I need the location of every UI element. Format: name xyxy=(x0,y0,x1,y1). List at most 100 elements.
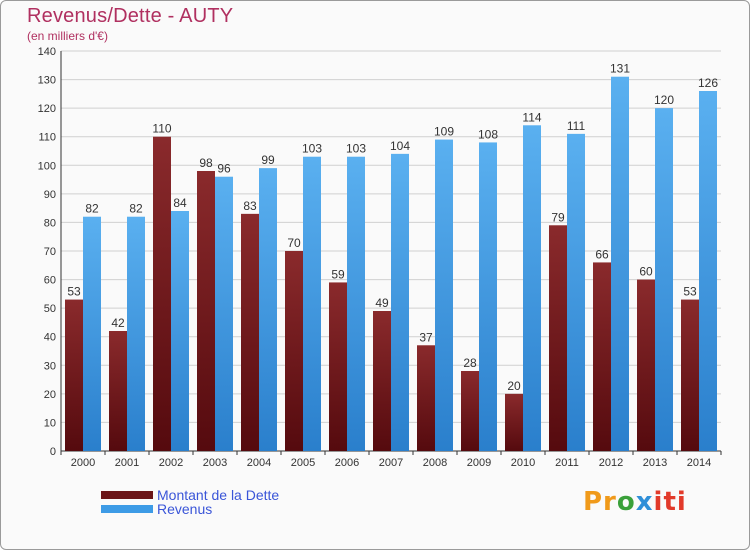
x-tick-label: 2011 xyxy=(555,457,579,469)
x-tick-label: 2007 xyxy=(379,457,403,469)
y-tick-label: 10 xyxy=(44,417,56,429)
bar-dette xyxy=(373,311,391,451)
data-label-dette: 42 xyxy=(111,316,125,330)
y-tick-label: 110 xyxy=(38,132,56,144)
data-label-revenus: 82 xyxy=(129,202,143,216)
legend-swatch-dette xyxy=(101,491,153,499)
x-tick-label: 2000 xyxy=(71,457,95,469)
bar-dette xyxy=(549,225,567,451)
data-label-dette: 49 xyxy=(375,296,389,310)
x-tick-label: 2010 xyxy=(511,457,535,469)
bar-dette xyxy=(109,331,127,451)
bar-dette xyxy=(285,251,303,451)
y-tick-label: 30 xyxy=(44,360,56,372)
bar-dette xyxy=(153,136,171,451)
bar-revenus xyxy=(391,153,409,451)
bar-revenus xyxy=(479,142,497,451)
bar-dette xyxy=(241,213,259,451)
data-label-revenus: 108 xyxy=(478,127,498,141)
bar-dette xyxy=(505,393,523,451)
bar-revenus xyxy=(215,176,233,451)
bar-revenus xyxy=(699,91,717,451)
y-tick-label: 40 xyxy=(44,332,56,344)
x-tick-label: 2005 xyxy=(291,457,315,469)
bar-revenus xyxy=(347,156,365,451)
data-label-revenus: 131 xyxy=(610,62,630,76)
x-tick-label: 2002 xyxy=(159,457,183,469)
y-tick-label: 140 xyxy=(38,46,56,58)
bar-dette xyxy=(637,279,655,451)
data-label-revenus: 114 xyxy=(522,110,541,124)
data-label-dette: 70 xyxy=(287,236,301,250)
y-tick-label: 50 xyxy=(44,303,56,315)
y-tick-label: 20 xyxy=(44,389,56,401)
bar-dette xyxy=(681,299,699,451)
x-tick-label: 2012 xyxy=(599,457,623,469)
y-tick-label: 0 xyxy=(50,446,56,458)
logo-part-2: o xyxy=(616,487,636,517)
bar-revenus xyxy=(171,211,189,451)
bar-dette xyxy=(417,345,435,451)
legend-swatch-revenus xyxy=(101,505,153,513)
bar-dette xyxy=(461,371,479,451)
data-label-revenus: 109 xyxy=(434,125,454,139)
bar-revenus xyxy=(523,125,541,452)
data-label-dette: 110 xyxy=(152,122,171,136)
proxiti-logo: Proxiti xyxy=(583,487,687,517)
bar-revenus xyxy=(611,76,629,451)
x-tick-label: 2009 xyxy=(467,457,491,469)
data-label-revenus: 126 xyxy=(698,76,718,90)
data-label-dette: 60 xyxy=(639,265,653,279)
y-tick-label: 130 xyxy=(38,75,56,87)
logo-part-4: iti xyxy=(653,487,687,517)
x-tick-label: 2001 xyxy=(115,457,139,469)
y-tick-label: 100 xyxy=(38,160,56,172)
x-tick-label: 2004 xyxy=(247,457,271,469)
data-label-dette: 83 xyxy=(243,199,257,213)
legend-label-revenus: Revenus xyxy=(157,501,213,517)
bar-dette xyxy=(65,299,83,451)
data-label-dette: 53 xyxy=(683,285,697,299)
y-tick-label: 90 xyxy=(44,189,56,201)
bar-revenus xyxy=(127,216,145,451)
data-label-dette: 28 xyxy=(463,356,477,370)
data-label-revenus: 96 xyxy=(217,162,231,176)
data-label-dette: 66 xyxy=(595,247,609,261)
bar-revenus xyxy=(567,133,585,451)
chart-subtitle: (en milliers d'€) xyxy=(27,29,108,43)
bar-revenus xyxy=(303,156,321,451)
bar-revenus xyxy=(435,139,453,452)
data-label-revenus: 103 xyxy=(346,142,366,156)
x-tick-label: 2008 xyxy=(423,457,447,469)
bar-chart: 0 10 20 30 40 50 60 70 80 90 100 110 120 130 140 2000 53… xyxy=(38,46,722,469)
data-label-dette: 79 xyxy=(551,210,565,224)
data-label-dette: 59 xyxy=(331,267,345,281)
data-label-dette: 37 xyxy=(419,330,433,344)
bar-dette xyxy=(593,262,611,451)
data-label-revenus: 82 xyxy=(85,202,99,216)
bar-revenus xyxy=(655,108,673,452)
data-label-revenus: 111 xyxy=(567,119,586,133)
legend-label-dette: Montant de la Dette xyxy=(157,487,280,503)
y-tick-label: 120 xyxy=(38,103,56,115)
x-tick-label: 2006 xyxy=(335,457,359,469)
chart-title: Revenus/Dette - AUTY xyxy=(27,5,234,27)
y-tick-label: 70 xyxy=(44,246,56,258)
data-label-revenus: 99 xyxy=(261,153,275,167)
data-label-dette: 20 xyxy=(507,379,521,393)
x-tick-label: 2013 xyxy=(643,457,667,469)
data-label-revenus: 120 xyxy=(654,93,674,107)
x-tick-label: 2003 xyxy=(203,457,227,469)
x-tick-label: 2014 xyxy=(687,457,711,469)
bar-dette xyxy=(197,171,215,451)
bar-dette xyxy=(329,282,347,451)
logo-part-3: x xyxy=(635,487,654,517)
bar-revenus xyxy=(83,216,101,451)
data-label-revenus: 84 xyxy=(173,196,187,210)
y-tick-label: 60 xyxy=(44,275,56,287)
data-label-revenus: 104 xyxy=(390,139,410,153)
data-label-dette: 53 xyxy=(67,285,81,299)
data-label-revenus: 103 xyxy=(302,142,322,156)
data-label-dette: 98 xyxy=(199,156,213,170)
